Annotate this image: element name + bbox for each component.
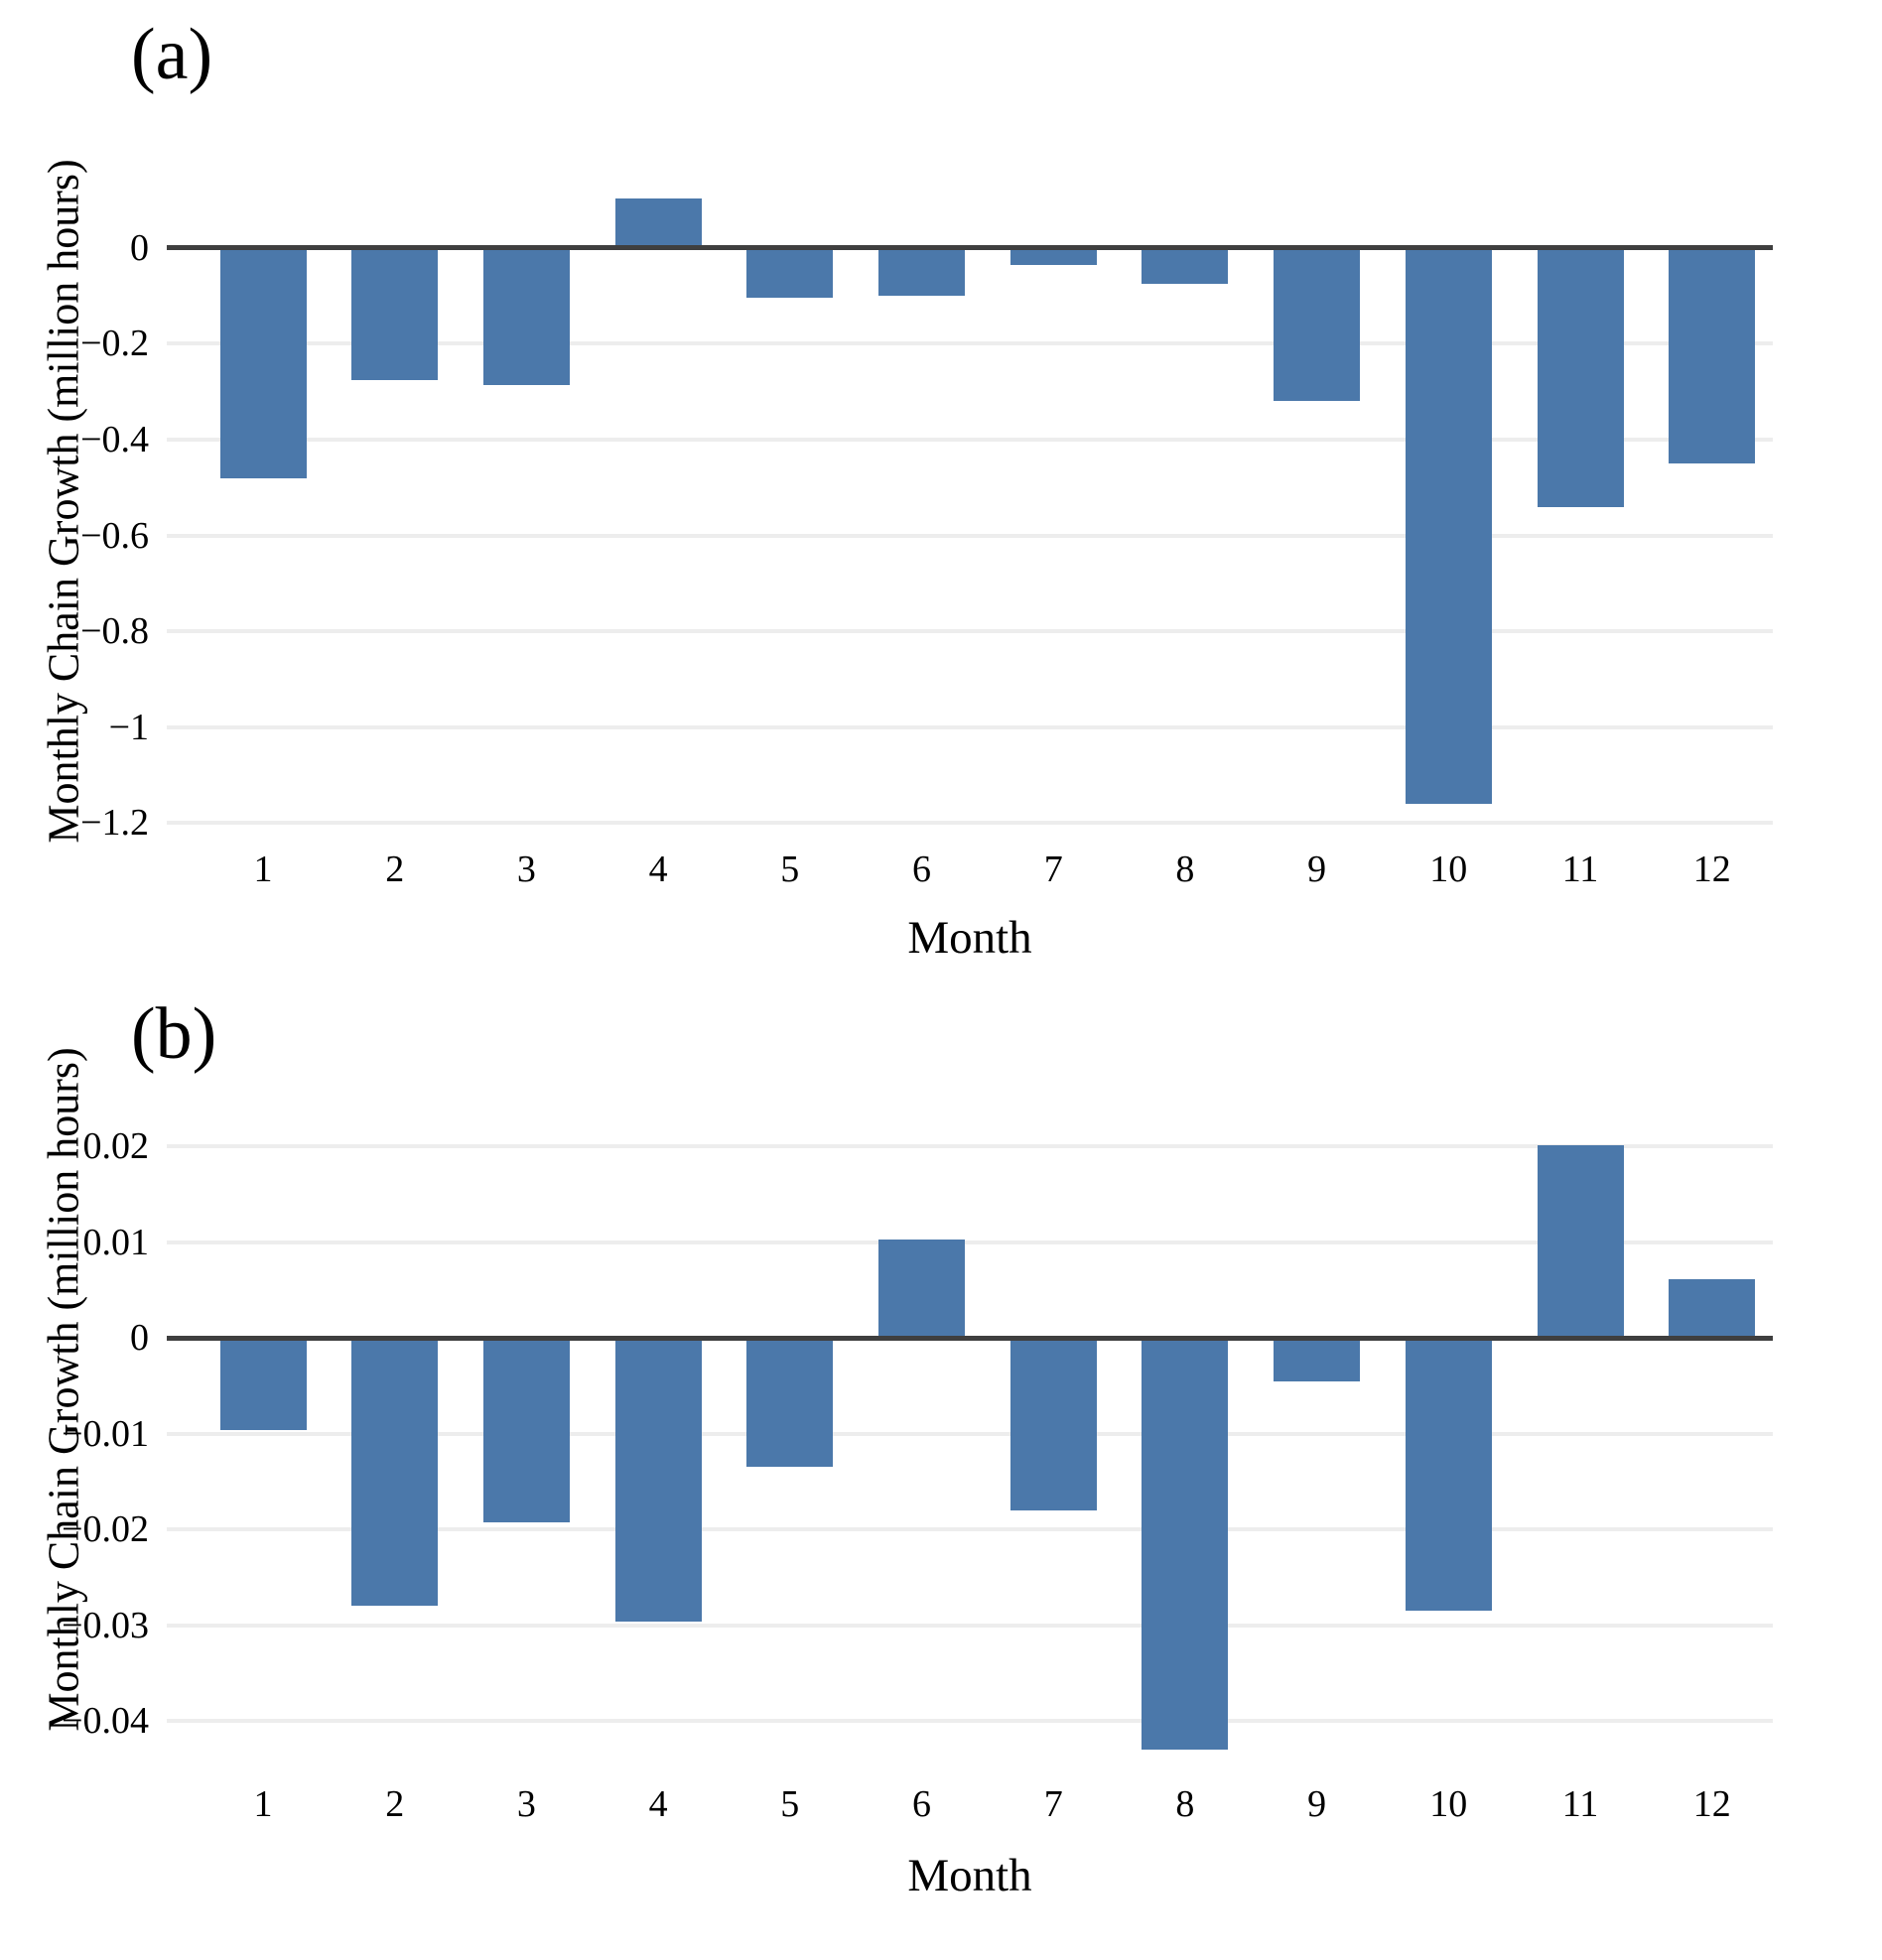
panel-a-plot-area: 0 −0.2 −0.4 −0.6 −0.8 −1 −1.2 1 2 3 4 5 6 7 8 9 10 11 12 xyxy=(80,179,1773,888)
x-tick-label: 2 xyxy=(385,849,405,890)
x-tick-label: 11 xyxy=(1561,849,1599,890)
bar-month-11 xyxy=(1537,247,1624,507)
bar-month-10 xyxy=(1405,247,1492,804)
gridline xyxy=(167,341,1773,346)
panel-a-letter: (a) xyxy=(131,14,213,95)
panel-a-x-axis-label: Month xyxy=(907,912,1032,964)
bar-month-8 xyxy=(1142,247,1229,285)
bar-month-6 xyxy=(878,1239,965,1339)
y-tick-label: −1 xyxy=(108,706,149,748)
bar-month-12 xyxy=(1669,1278,1756,1339)
gridline xyxy=(167,1527,1773,1532)
panel-b-letter: (b) xyxy=(131,993,217,1075)
x-tick-label: 5 xyxy=(780,849,800,890)
bar-month-5 xyxy=(746,1338,834,1468)
gridline xyxy=(167,1623,1773,1628)
y-tick-label: −0.2 xyxy=(80,323,149,365)
y-tick-label: 0.01 xyxy=(82,1221,150,1263)
x-tick-label: 7 xyxy=(1043,1783,1063,1825)
y-tick-label: 0 xyxy=(130,1317,149,1360)
bar-month-7 xyxy=(1009,1338,1097,1510)
y-tick-label: −1.2 xyxy=(80,802,149,845)
gridline xyxy=(167,1240,1773,1244)
x-tick-label: 7 xyxy=(1043,849,1063,890)
x-tick-label: 9 xyxy=(1307,849,1327,890)
x-tick-label: 12 xyxy=(1692,1783,1731,1825)
bar-month-4 xyxy=(614,1338,702,1622)
x-tick-label: 6 xyxy=(912,849,931,890)
zero-axis-line xyxy=(167,1335,1773,1341)
x-tick-label: 6 xyxy=(912,1783,931,1825)
y-tick-label: −0.02 xyxy=(62,1508,149,1551)
x-tick-label: 4 xyxy=(648,1783,668,1825)
x-tick-label: 1 xyxy=(253,849,273,890)
zero-axis-line xyxy=(167,245,1773,251)
gridline xyxy=(167,533,1773,538)
y-tick-label: 0.02 xyxy=(82,1125,150,1168)
panel-b-plot-area: 0.02 0.01 0 −0.01 −0.02 −0.03 −0.04 1 2 3 4 5 6 7 8 9 10… xyxy=(62,1127,1773,1823)
y-tick-label: −0.04 xyxy=(62,1700,149,1743)
bar-month-6 xyxy=(878,247,965,296)
bar-month-8 xyxy=(1142,1338,1229,1750)
gridline xyxy=(167,1431,1773,1436)
gridline xyxy=(167,724,1773,729)
bar-month-3 xyxy=(482,247,570,385)
x-tick-label: 5 xyxy=(780,1783,800,1825)
bar-month-9 xyxy=(1274,1338,1361,1381)
x-tick-label: 8 xyxy=(1175,849,1195,890)
x-tick-label: 1 xyxy=(253,1783,273,1825)
x-tick-label: 9 xyxy=(1307,1783,1327,1825)
bar-month-2 xyxy=(351,1338,439,1607)
y-tick-label: −0.6 xyxy=(80,514,149,557)
gridline xyxy=(167,821,1773,826)
gridline xyxy=(167,1719,1773,1724)
bar-month-1 xyxy=(219,247,307,478)
bar-month-12 xyxy=(1669,247,1756,464)
bar-month-7 xyxy=(1009,247,1097,266)
y-tick-label: −0.01 xyxy=(62,1412,149,1455)
x-tick-label: 8 xyxy=(1175,1783,1195,1825)
bar-month-5 xyxy=(746,247,834,299)
bar-month-10 xyxy=(1405,1338,1492,1612)
bar-month-4 xyxy=(614,198,702,248)
x-tick-label: 4 xyxy=(648,849,668,890)
x-tick-label: 10 xyxy=(1429,849,1468,890)
x-tick-label: 2 xyxy=(385,1783,405,1825)
y-tick-label: −0.4 xyxy=(80,419,149,460)
panel-b-x-axis-label: Month xyxy=(907,1850,1032,1901)
x-tick-label: 3 xyxy=(516,849,536,890)
bar-month-11 xyxy=(1537,1145,1624,1339)
y-tick-label: 0 xyxy=(130,226,149,269)
x-tick-label: 11 xyxy=(1561,1783,1599,1825)
bar-month-9 xyxy=(1274,247,1361,402)
x-tick-label: 12 xyxy=(1692,849,1731,890)
y-tick-label: −0.8 xyxy=(80,610,149,653)
y-tick-label: −0.03 xyxy=(62,1604,149,1646)
gridline xyxy=(167,1144,1773,1149)
x-tick-label: 10 xyxy=(1429,1783,1468,1825)
gridline xyxy=(167,629,1773,634)
bar-month-3 xyxy=(482,1338,570,1523)
bar-month-2 xyxy=(351,247,439,380)
x-tick-label: 3 xyxy=(516,1783,536,1825)
bar-month-1 xyxy=(219,1338,307,1430)
gridline xyxy=(167,438,1773,442)
